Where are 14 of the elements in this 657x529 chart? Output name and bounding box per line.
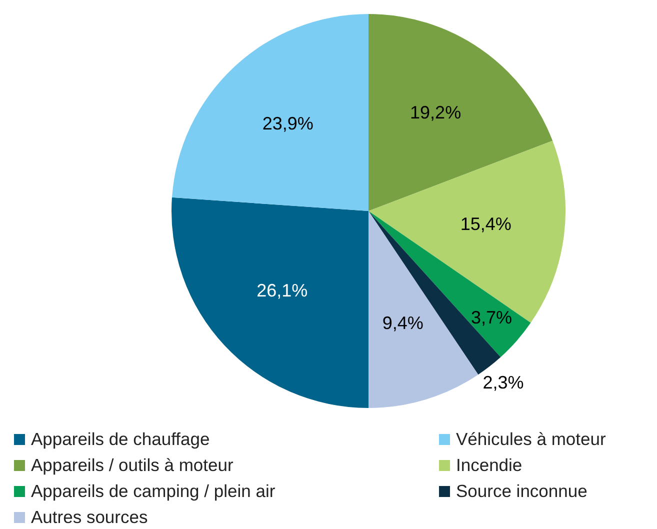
- legend-label: Autres sources: [31, 506, 148, 528]
- data-label: 3,7%: [470, 308, 512, 328]
- legend-label: Véhicules à moteur: [456, 428, 606, 450]
- data-label: 19,2%: [410, 102, 462, 123]
- data-label: 2,3%: [482, 372, 524, 393]
- legend-label: Appareils / outils à moteur: [31, 454, 234, 476]
- legend-label: Appareils de chauffage: [31, 428, 210, 450]
- data-label: 15,4%: [460, 214, 512, 234]
- data-label: 26,1%: [256, 280, 308, 301]
- legend-label: Source inconnue: [456, 480, 588, 502]
- legend-label: Incendie: [456, 454, 522, 476]
- legend-label: Appareils de camping / plein air: [31, 480, 276, 502]
- data-label: 9,4%: [382, 313, 424, 334]
- data-label: 23,9%: [262, 114, 314, 134]
